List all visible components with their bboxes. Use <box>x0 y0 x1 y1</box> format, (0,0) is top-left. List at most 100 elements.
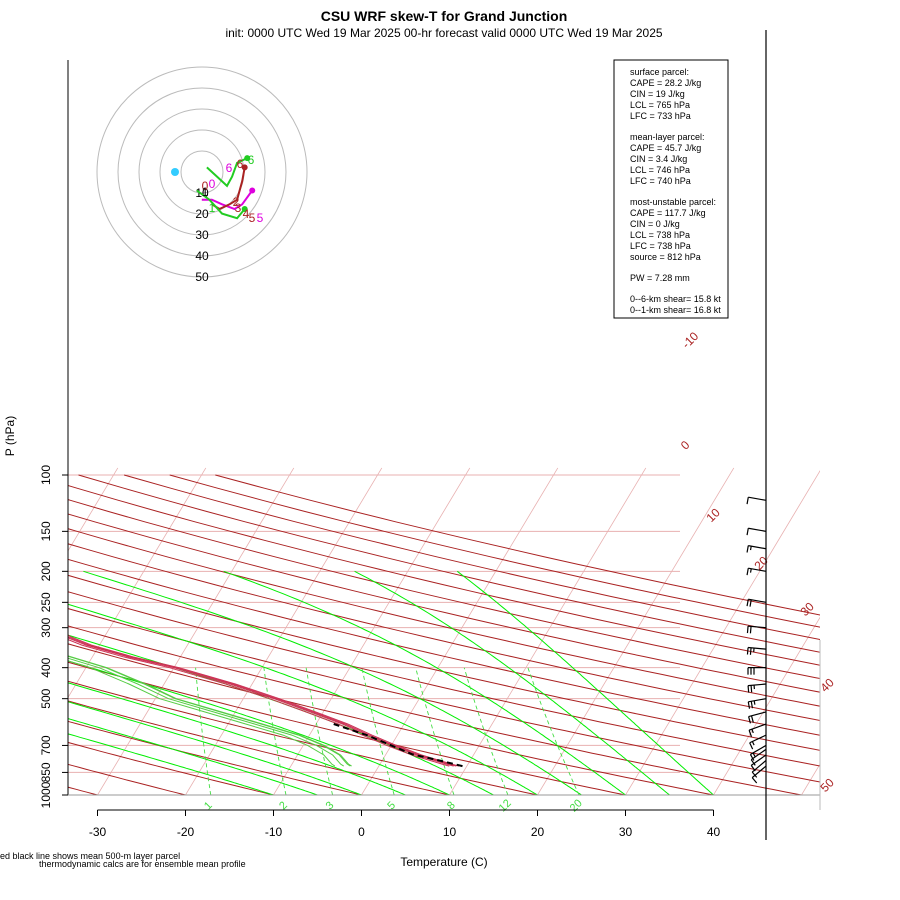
dry-adiabat-line <box>68 608 820 783</box>
hodograph-level-label: 0 <box>209 177 216 191</box>
hodograph-level-label: 5 <box>257 211 264 225</box>
y-tick-label: 250 <box>39 592 53 612</box>
wind-barb-shaft <box>751 765 767 779</box>
moist-adiabat-line <box>354 570 670 795</box>
dewpoint-profile-line <box>68 655 351 767</box>
x-tick-label: 40 <box>707 825 721 839</box>
dry-adiabat-line <box>68 543 820 722</box>
y-tick-label: 300 <box>39 617 53 637</box>
x-tick-label: -20 <box>177 825 195 839</box>
x-tick-label: -10 <box>265 825 283 839</box>
hodograph-ring-label: 40 <box>195 249 209 263</box>
hodograph-level-label: 0 <box>202 179 209 193</box>
y-tick-label: 1000 <box>39 781 53 808</box>
dewpoint-profile-line <box>68 657 344 767</box>
hodograph-level-label: 6 <box>237 157 244 171</box>
wind-barb-flag <box>746 528 749 536</box>
mixed-parcel-header: mean-layer parcel: <box>630 132 705 142</box>
mu-source: source = 812 hPa <box>630 252 701 262</box>
mu-lcl: LCL = 738 hPa <box>630 230 690 240</box>
wind-barb-flag <box>746 647 749 655</box>
wind-barb-shaft <box>748 527 767 532</box>
footnote-parcel: ed black line shows mean 500-m layer par… <box>0 851 180 861</box>
wind-barb-flag <box>748 729 753 737</box>
temperature-profile-line <box>68 636 457 767</box>
hodograph-ring <box>96 66 308 278</box>
dry-adiabat-line <box>123 474 820 641</box>
hodograph-level-label: 5 <box>249 211 256 225</box>
isotherm-label: 30 <box>797 599 817 619</box>
wind-barb-flag <box>746 599 749 607</box>
dewpoint-profile-line <box>68 660 336 767</box>
wind-barb-flag <box>750 685 753 693</box>
dry-adiabat-line <box>68 499 820 680</box>
parcel-info-box: surface parcel: CAPE = 28.2 J/kg CIN = 1… <box>613 59 729 319</box>
hodograph-endpoint <box>249 187 256 194</box>
x-axis-label: Temperature (C) <box>400 855 487 869</box>
wind-barb-flag <box>750 759 756 766</box>
mixing-ratio-line <box>361 667 395 795</box>
hodograph-endpoint <box>241 205 248 212</box>
hodograph-level-label: 4 <box>243 207 250 221</box>
dry-adiabat-line <box>68 574 820 751</box>
wind-barb-flag <box>749 647 752 655</box>
hodograph-ring-label: 50 <box>195 270 209 284</box>
wind-barb-flag <box>746 497 749 505</box>
dry-adiabat-line <box>169 474 820 628</box>
isotherm-line <box>0 468 30 802</box>
wind-barb-flag <box>746 626 749 634</box>
moist-adiabat-line <box>83 570 582 795</box>
temperature-profile-line <box>68 639 450 767</box>
dry-adiabat-line <box>68 513 820 693</box>
hodograph-trace <box>206 157 248 188</box>
wind-barb-shaft <box>748 698 767 703</box>
x-tick-label: 30 <box>619 825 633 839</box>
dewpoint-profile-line <box>68 655 352 767</box>
isotherm-label: 0 <box>678 438 693 453</box>
hodograph-ring <box>180 150 224 194</box>
x-tick-label: -30 <box>89 825 107 839</box>
chart-title: CSU WRF skew-T for Grand Junction <box>321 8 568 24</box>
wind-barb-flag <box>749 754 755 761</box>
wind-barb-flag <box>747 701 751 709</box>
hodograph-ring <box>117 87 287 257</box>
wind-barb-flag <box>749 599 752 607</box>
isotherm-line <box>361 467 559 795</box>
dry-adiabat-line <box>68 484 820 666</box>
y-axis-label: P (hPa) <box>3 416 17 456</box>
wind-barb-flag <box>750 764 756 772</box>
dry-adiabat-line <box>68 700 452 795</box>
surface-cape: CAPE = 28.2 J/kg <box>630 78 701 88</box>
isotherm-line <box>185 467 383 795</box>
hodograph-level-label: 1 <box>202 185 209 199</box>
dry-adiabat-line <box>68 720 364 795</box>
wind-barb-half-flag <box>749 546 752 551</box>
mixing-ratio-line <box>305 667 334 795</box>
wind-barb-flag <box>751 777 758 784</box>
moist-adiabat-line <box>68 733 274 795</box>
shear-0-1km: 0--1-km shear= 16.8 kt <box>630 305 721 315</box>
moist-adiabat-line <box>68 660 450 795</box>
moist-adiabat-line <box>68 603 538 795</box>
precipitable-water: PW = 7.28 mm <box>630 273 690 283</box>
isotherm-line <box>801 763 820 795</box>
mu-parcel-header: most-unstable parcel: <box>630 197 716 207</box>
mu-cin: CIN = 0 J/kg <box>630 219 680 229</box>
mixing-ratio-line <box>527 667 580 795</box>
wind-barb-flag <box>746 545 749 553</box>
moist-adiabat-line <box>223 570 626 795</box>
wind-barbs <box>746 496 767 784</box>
wind-barb-half-flag <box>751 741 755 746</box>
x-tick-label: 0 <box>358 825 365 839</box>
y-tick-label: 150 <box>39 521 53 541</box>
isotherm-label: -10 <box>679 329 701 351</box>
mixed-cin: CIN = 3.4 J/kg <box>630 154 687 164</box>
shear-0-6km: 0--6-km shear= 15.8 kt <box>630 294 721 304</box>
hodograph-trace <box>196 189 246 220</box>
hodograph-level-label: 6 <box>248 153 255 167</box>
hodograph-ring <box>138 108 266 236</box>
hodograph-background <box>96 66 308 278</box>
